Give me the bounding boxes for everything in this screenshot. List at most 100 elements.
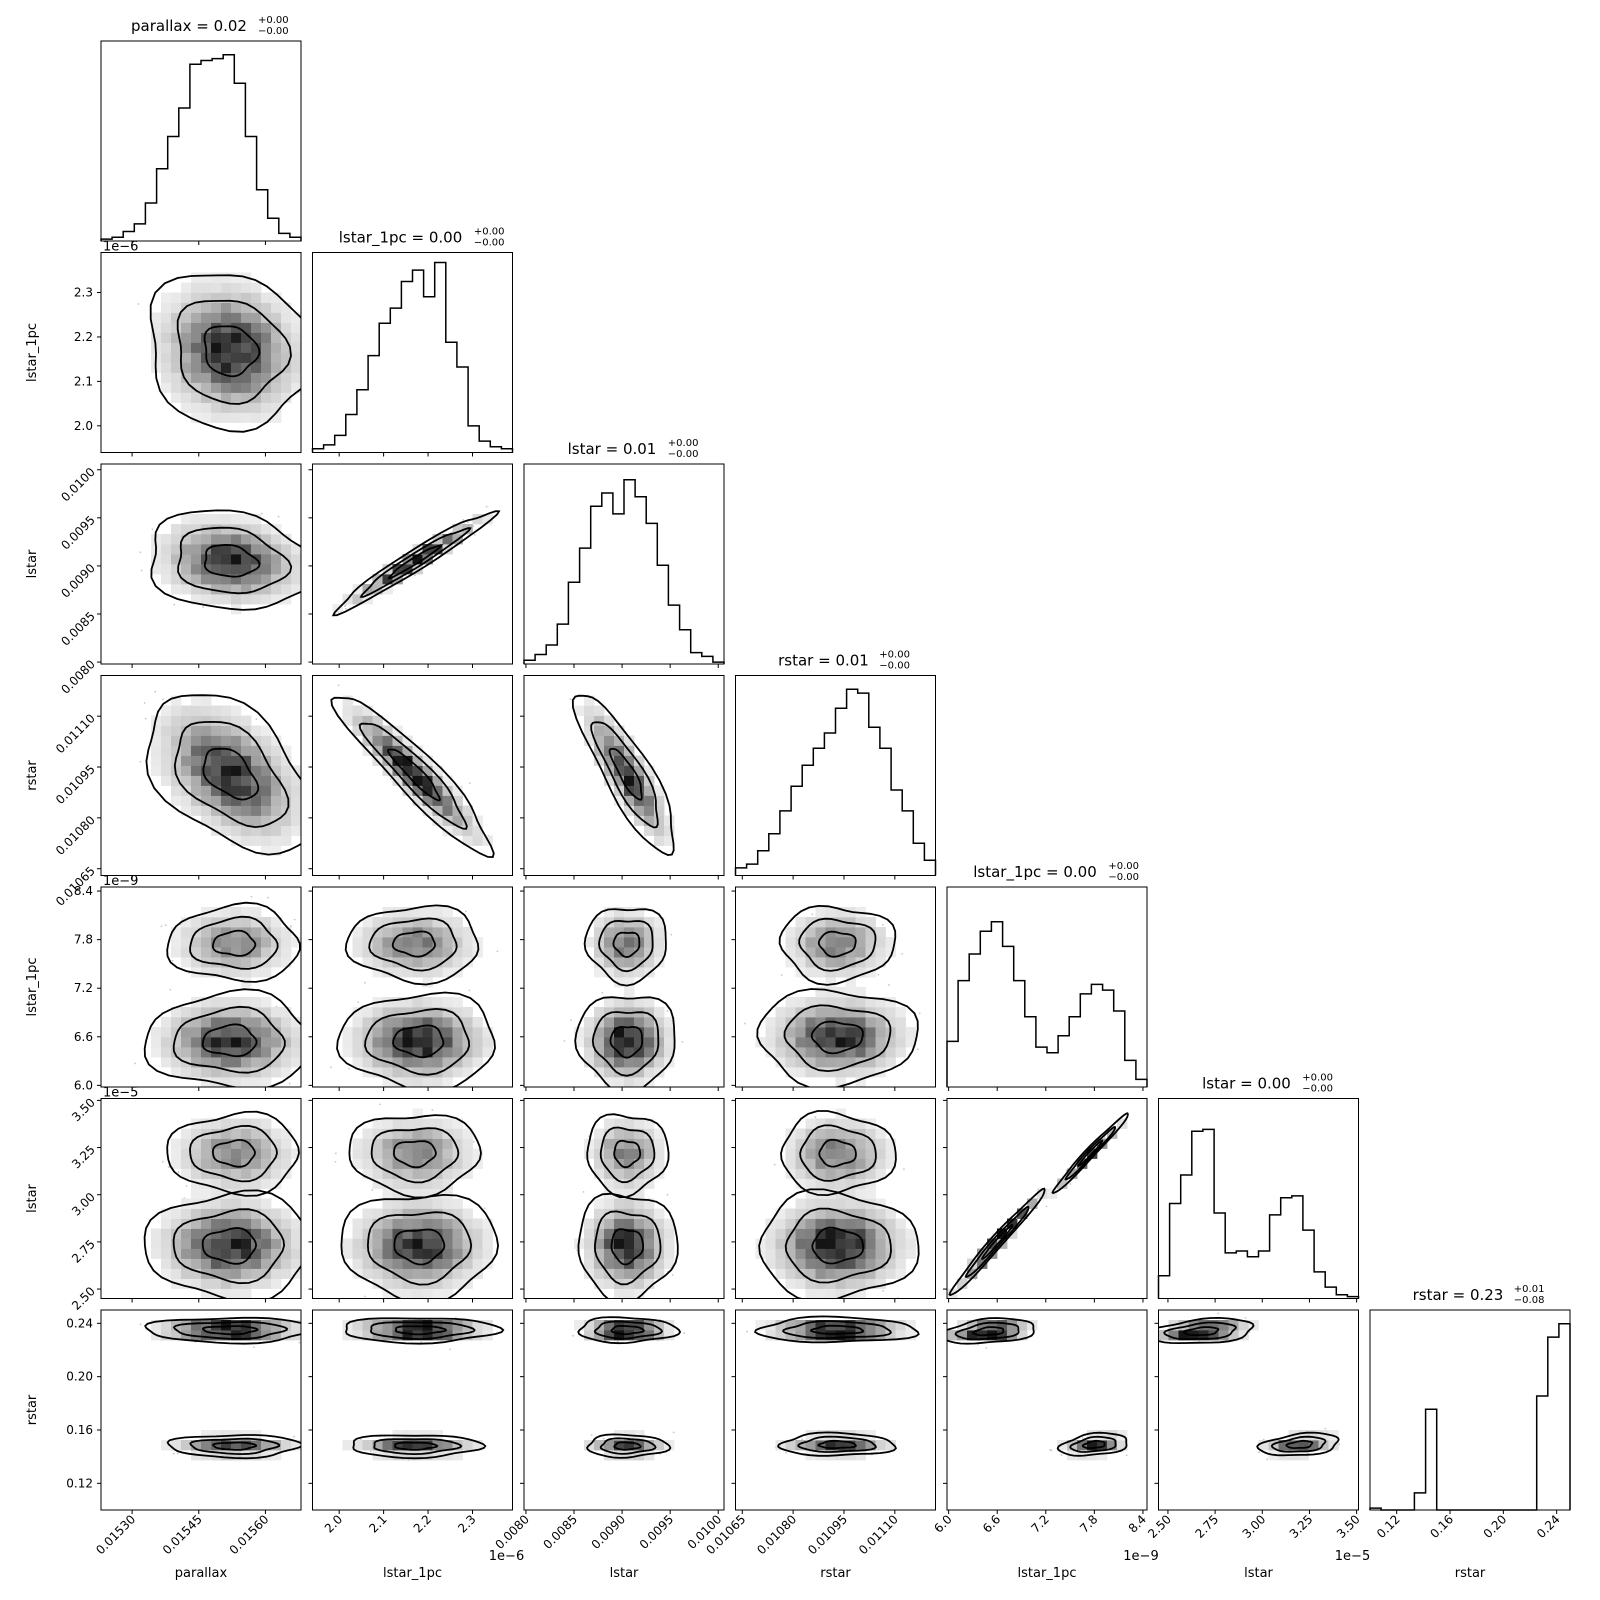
density-cell — [191, 1208, 202, 1219]
density-cell — [402, 1238, 413, 1249]
density-cell — [805, 1178, 816, 1189]
density-cell — [785, 1148, 796, 1159]
density-cell — [422, 1288, 433, 1299]
density-cell — [835, 1278, 846, 1289]
density-cell — [482, 1228, 493, 1239]
contour-line — [189, 1437, 281, 1456]
density-cell — [835, 1248, 846, 1259]
density-cell — [392, 1238, 403, 1249]
density-cell — [634, 927, 645, 938]
density-cell — [482, 1218, 493, 1229]
density-cell — [352, 1158, 363, 1169]
density-cell — [805, 1017, 816, 1028]
density-cell — [835, 1128, 846, 1139]
density-cell — [251, 1118, 262, 1129]
sample-point — [134, 1062, 136, 1065]
contour-line — [331, 510, 501, 617]
density-cell — [261, 1077, 272, 1087]
density-cell — [372, 1228, 383, 1239]
density-cell — [151, 1047, 162, 1058]
density-cell — [472, 835, 483, 846]
density-cell — [805, 957, 816, 968]
density-cell — [452, 917, 463, 928]
sample-point — [319, 1335, 321, 1337]
density-cell — [402, 1288, 413, 1299]
sample-point — [277, 515, 280, 518]
density-cell — [251, 967, 262, 978]
density-cell — [171, 927, 182, 938]
density-cell — [432, 1450, 443, 1461]
density-cell — [231, 705, 242, 716]
panel-content — [134, 895, 301, 1087]
density-cell — [281, 534, 292, 545]
density-cell — [614, 745, 625, 756]
density-cell — [825, 1158, 836, 1169]
density-cell — [392, 1037, 403, 1048]
density-cell — [604, 1168, 615, 1179]
contour-line — [211, 929, 257, 957]
density-cell — [251, 997, 262, 1008]
density-cell — [462, 805, 473, 816]
density-cell — [261, 1158, 272, 1169]
density-cell — [161, 332, 172, 343]
density-cell — [1178, 1330, 1189, 1341]
density-cell — [1027, 1198, 1038, 1209]
density-cell — [885, 1268, 896, 1279]
density-cell — [825, 1128, 836, 1139]
density-cell — [201, 514, 212, 525]
density-cell — [191, 917, 202, 928]
contour-line — [756, 988, 919, 1087]
density-cell — [412, 765, 423, 776]
density-cell — [624, 1138, 635, 1149]
density-cell — [422, 1138, 433, 1149]
density-cell — [634, 1067, 645, 1078]
density-cell — [181, 947, 192, 958]
density-cell — [584, 1320, 595, 1331]
density-cell — [855, 1440, 866, 1451]
density-cell — [855, 1118, 866, 1129]
density-cell — [251, 1007, 262, 1018]
density-cell — [805, 997, 816, 1008]
density-cell — [472, 1258, 483, 1269]
density-cell — [171, 947, 182, 958]
density-cell — [614, 775, 625, 786]
density-cell — [815, 1430, 826, 1441]
density-cell — [271, 564, 282, 575]
density-cell — [835, 1067, 846, 1078]
density-cell — [241, 1158, 252, 1169]
density-cell — [241, 534, 252, 545]
density-cell — [362, 1138, 373, 1149]
density-cell — [271, 1178, 282, 1189]
contour-line — [394, 1325, 448, 1336]
density-cell — [875, 1268, 886, 1279]
density-cell — [594, 725, 605, 736]
density-cell — [271, 1158, 282, 1169]
density-cell — [191, 695, 202, 706]
panel-content — [569, 694, 675, 857]
density-cell — [191, 392, 202, 403]
density-cell — [875, 947, 886, 958]
sample-point — [139, 551, 142, 554]
density-cell — [634, 1278, 645, 1289]
density-cell — [664, 1320, 675, 1331]
density-cell — [241, 302, 252, 313]
density-cell — [181, 554, 192, 565]
density-cell — [191, 1188, 202, 1199]
panel-content — [329, 904, 499, 1087]
density-cell — [1117, 1440, 1128, 1451]
density-cell — [221, 534, 232, 545]
density-cell — [251, 342, 262, 353]
density-cell — [261, 937, 272, 948]
density-cell — [271, 1138, 282, 1149]
density-cell — [614, 1188, 625, 1199]
sample-point — [468, 989, 471, 992]
density-cell — [845, 1138, 856, 1149]
contour-line — [593, 1320, 664, 1340]
density-cell — [281, 564, 292, 575]
density-cell — [402, 1320, 413, 1331]
density-cell — [614, 1198, 625, 1209]
density-cell — [472, 1027, 483, 1038]
density-cell — [624, 765, 635, 776]
density-cell — [875, 1158, 886, 1169]
density-cell — [281, 312, 292, 323]
